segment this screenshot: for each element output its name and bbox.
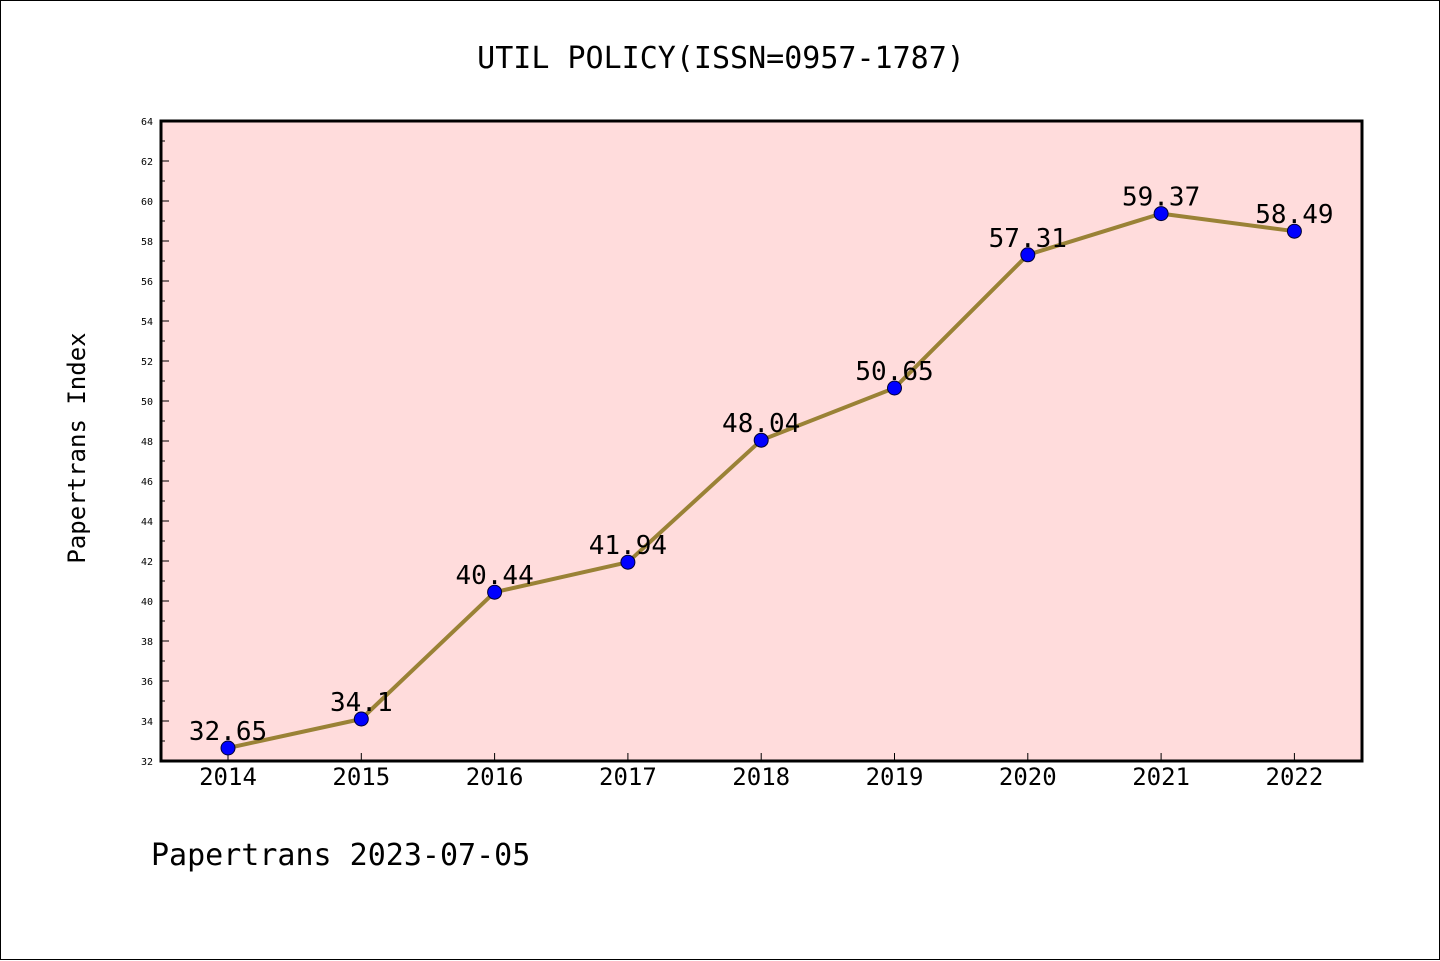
data-label: 41.94 xyxy=(589,531,667,561)
data-point xyxy=(887,380,902,396)
data-point xyxy=(220,740,236,756)
y-tick-label: 38 xyxy=(141,637,153,648)
y-tick-label: 46 xyxy=(141,477,153,488)
y-tick-label: 58 xyxy=(141,237,153,248)
footer-text: Papertrans 2023-07-05 xyxy=(151,838,530,873)
y-tick-label: 42 xyxy=(141,557,153,568)
x-tick-label: 2020 xyxy=(999,763,1057,791)
data-label: 50.65 xyxy=(855,357,933,387)
y-tick-label: 36 xyxy=(141,677,153,688)
x-tick-label: 2015 xyxy=(332,763,390,791)
y-tick-label: 50 xyxy=(141,397,153,408)
data-label: 58.49 xyxy=(1255,200,1333,230)
y-tick-label: 64 xyxy=(141,117,153,128)
data-label: 34.1 xyxy=(330,688,393,718)
y-axis-label: Papertrans Index xyxy=(63,332,91,563)
data-point xyxy=(753,432,769,448)
chart-title: UTIL POLICY(ISSN=0957-1787) xyxy=(477,41,965,76)
y-tick-label: 62 xyxy=(141,157,153,168)
data-label: 48.04 xyxy=(722,409,800,439)
y-tick-label: 54 xyxy=(141,317,153,328)
x-tick-label: 2014 xyxy=(199,763,257,791)
y-tick-label: 60 xyxy=(141,197,153,208)
data-label: 32.65 xyxy=(189,717,267,747)
x-tick-label: 2021 xyxy=(1132,763,1190,791)
y-tick-label: 56 xyxy=(141,277,153,288)
data-label: 40.44 xyxy=(455,561,533,591)
data-point xyxy=(487,584,503,600)
data-point xyxy=(1020,247,1036,263)
data-label: 59.37 xyxy=(1122,183,1200,213)
x-tick-label: 2016 xyxy=(466,763,524,791)
y-axis: 32 34 36 38 40 42 44 46 48 50 52 54 56 58 60 62 64 xyxy=(141,117,169,768)
data-labels: 32.65 34.1 40.44 41.94 48.04 50.65 57.31 59.37 5… xyxy=(189,183,1334,747)
x-axis: 2014 2015 2016 2017 2018 2019 2020 2021 2022 xyxy=(199,753,1323,791)
data-point xyxy=(1153,206,1169,222)
x-tick-label: 2019 xyxy=(866,763,924,791)
x-tick-label: 2022 xyxy=(1266,763,1324,791)
data-point xyxy=(353,711,369,727)
x-tick-label: 2018 xyxy=(732,763,790,791)
data-point xyxy=(1286,223,1302,239)
data-point xyxy=(620,554,636,570)
y-tick-label: 52 xyxy=(141,357,153,368)
y-tick-label: 32 xyxy=(141,757,153,768)
data-label: 57.31 xyxy=(989,224,1067,254)
y-tick-label: 44 xyxy=(141,517,153,528)
series-markers xyxy=(220,206,1302,756)
y-tick-label: 40 xyxy=(141,597,153,608)
y-tick-label: 48 xyxy=(141,437,153,448)
y-tick-label: 34 xyxy=(141,717,153,728)
x-tick-label: 2017 xyxy=(599,763,657,791)
